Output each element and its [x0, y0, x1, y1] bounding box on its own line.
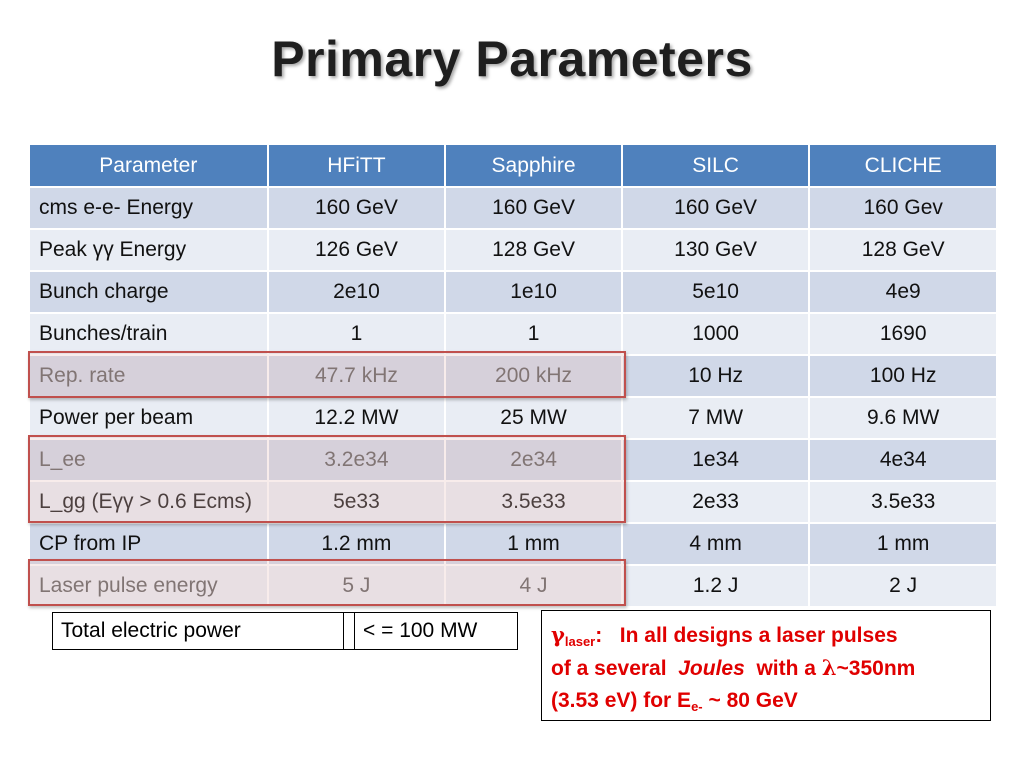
table-cell: Rep. rate [28, 354, 269, 398]
electron-subscript: e- [691, 699, 703, 714]
total-power-value: < = 100 MW [363, 619, 478, 642]
gamma-symbol: γ [551, 622, 565, 647]
table-cell: Power per beam [28, 396, 269, 440]
table-cell: 100 Hz [808, 354, 998, 398]
table-cell: 2e34 [444, 438, 623, 482]
table-cell: 1.2 J [620, 564, 811, 608]
table-cell: 160 Gev [808, 186, 998, 230]
table-row: L_ee 3.2e34 2e34 1e34 4e34 [28, 438, 998, 482]
table-cell: Peak γγ Energy [28, 228, 269, 272]
table-cell: 3.5e33 [808, 480, 998, 524]
note-line2-b: with a [756, 657, 816, 680]
table-cell: 4 mm [620, 522, 811, 566]
table-cell: 160 GeV [620, 186, 811, 230]
note-line2-a: of a several [551, 657, 667, 680]
table-cell: 130 GeV [620, 228, 811, 272]
table-cell: 160 GeV [444, 186, 623, 230]
table-row: L_gg (Eγγ > 0.6 Ecms) 5e33 3.5e33 2e33 3… [28, 480, 998, 524]
table-cell: 1.2 mm [266, 522, 447, 566]
table-cell: 200 kHz [444, 354, 623, 398]
table-cell: 3.2e34 [266, 438, 447, 482]
column-header: SILC [620, 143, 811, 188]
note-line2-italic: Joules [678, 657, 745, 680]
table-cell: 1690 [808, 312, 998, 356]
table-cell: 5e10 [620, 270, 811, 314]
table-cell: 25 MW [444, 396, 623, 440]
gamma-subscript: laser [564, 634, 596, 649]
table-cell: 1 mm [444, 522, 623, 566]
table-cell: 1 [266, 312, 447, 356]
table-cell: 10 Hz [620, 354, 811, 398]
note-line3-b: ~ 80 GeV [708, 689, 798, 712]
table-cell: 5 J [266, 564, 447, 608]
table-row: Laser pulse energy 5 J 4 J 1.2 J 2 J [28, 564, 998, 608]
table-cell: L_gg (Eγγ > 0.6 Ecms) [28, 480, 269, 524]
table-cell: 1 [444, 312, 623, 356]
column-header: HFiTT [266, 143, 447, 188]
table-row: Power per beam 12.2 MW 25 MW 7 MW 9.6 MW [28, 396, 998, 440]
slide-title: Primary Parameters [271, 31, 753, 87]
note-line-1: γlaser: In all designs a laser pulses [551, 619, 990, 652]
table-row: Peak γγ Energy 126 GeV 128 GeV 130 GeV 1… [28, 228, 998, 272]
note-line-3: (3.53 eV) for Ee- ~ 80 GeV [551, 685, 990, 717]
column-header: Sapphire [444, 143, 623, 188]
table-cell: L_ee [28, 438, 269, 482]
table-cell: 5e33 [266, 480, 447, 524]
table-cell: 4e34 [808, 438, 998, 482]
table-header-row: Parameter HFiTT Sapphire SILC CLICHE [28, 143, 998, 188]
table-cell: 2e10 [266, 270, 447, 314]
table-cell: 47.7 kHz [266, 354, 447, 398]
table-row: Rep. rate 47.7 kHz 200 kHz 10 Hz 100 Hz [28, 354, 998, 398]
parameters-table: Parameter HFiTT Sapphire SILC CLICHE cms… [28, 143, 998, 608]
table-cell: 4e9 [808, 270, 998, 314]
table-cell: 12.2 MW [266, 396, 447, 440]
table-cell: 2 J [808, 564, 998, 608]
table-row: Bunches/train 1 1 1000 1690 [28, 312, 998, 356]
table-cell: 9.6 MW [808, 396, 998, 440]
laser-note-box: γlaser: In all designs a laser pulses of… [541, 610, 991, 721]
total-power-label: Total electric power [53, 613, 344, 649]
note-line3-a: (3.53 eV) for E [551, 689, 692, 712]
table-cell: Bunch charge [28, 270, 269, 314]
total-power-empty-cell [344, 613, 355, 649]
lambda-symbol: λ [821, 655, 837, 680]
table-cell: 1e10 [444, 270, 623, 314]
table-cell: Bunches/train [28, 312, 269, 356]
table-cell: 128 GeV [808, 228, 998, 272]
table-cell: 128 GeV [444, 228, 623, 272]
table-cell: 1e34 [620, 438, 811, 482]
table-cell: CP from IP [28, 522, 269, 566]
note-line2-c: ~350nm [836, 657, 916, 680]
table-cell: 7 MW [620, 396, 811, 440]
column-header: Parameter [28, 143, 269, 188]
table-cell: 126 GeV [266, 228, 447, 272]
note-line1-text: In all designs a laser pulses [619, 624, 898, 647]
note-line-2: of a several Joules with a λ~350nm [551, 652, 990, 685]
table-cell: 1 mm [808, 522, 998, 566]
table-cell: 2e33 [620, 480, 811, 524]
table-cell: 4 J [444, 564, 623, 608]
total-power-table: Total electric power < = 100 MW [52, 612, 518, 650]
table-cell: cms e-e- Energy [28, 186, 269, 230]
table-cell: Laser pulse energy [28, 564, 269, 608]
table-row: cms e-e- Energy 160 GeV 160 GeV 160 GeV … [28, 186, 998, 230]
table-cell: 3.5e33 [444, 480, 623, 524]
column-header: CLICHE [808, 143, 998, 188]
note-colon: : [595, 624, 603, 647]
table-cell: 1000 [620, 312, 811, 356]
table-cell: 160 GeV [266, 186, 447, 230]
table-row: Bunch charge 2e10 1e10 5e10 4e9 [28, 270, 998, 314]
table-row: CP from IP 1.2 mm 1 mm 4 mm 1 mm [28, 522, 998, 566]
